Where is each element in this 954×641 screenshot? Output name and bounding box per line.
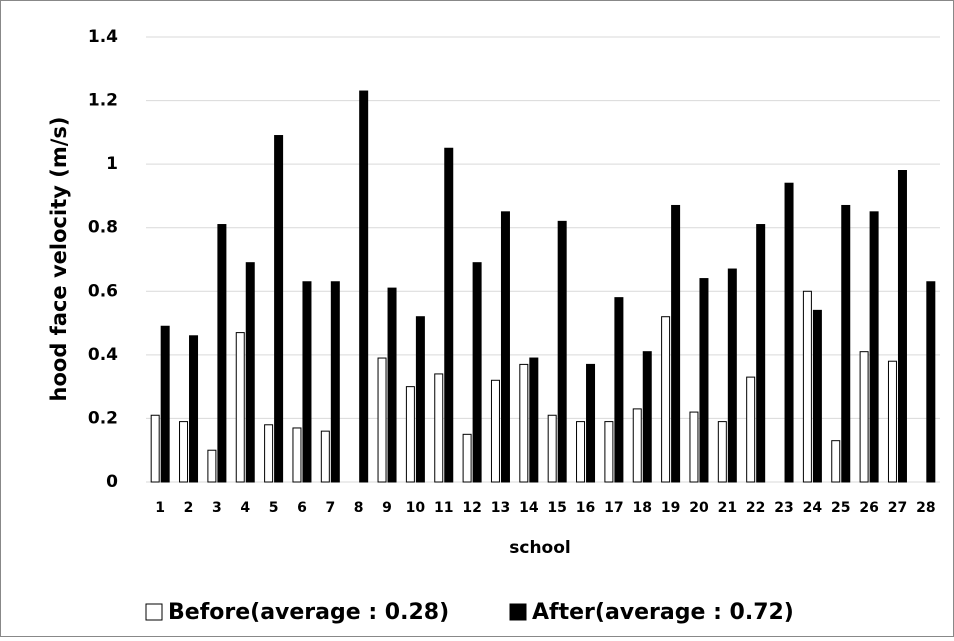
x-tick-label: 15 xyxy=(547,500,566,516)
bar xyxy=(189,335,199,483)
y-tick-label: 1.4 xyxy=(88,27,118,47)
x-tick-label: 28 xyxy=(916,500,935,516)
x-tick-label: 6 xyxy=(297,500,307,516)
x-tick-label: 27 xyxy=(888,500,907,516)
bar xyxy=(547,414,557,483)
bar xyxy=(462,433,472,483)
bar xyxy=(264,424,274,483)
legend-label: After(average : 0.72) xyxy=(532,600,794,625)
y-axis-label: hood face velocity (m/s) xyxy=(47,117,71,402)
x-tick-label: 25 xyxy=(831,500,850,516)
bar xyxy=(529,357,539,483)
bar xyxy=(576,421,586,483)
y-tick-label: 0.2 xyxy=(88,408,118,428)
x-tick-label: 13 xyxy=(491,500,510,516)
y-tick-label: 0.4 xyxy=(88,345,118,365)
bar xyxy=(812,309,822,483)
bar xyxy=(150,414,160,483)
bar xyxy=(887,360,897,483)
bar xyxy=(472,262,482,483)
bar xyxy=(841,204,851,483)
bar xyxy=(604,421,614,483)
x-tick-label: 7 xyxy=(325,500,335,516)
bar xyxy=(387,287,397,483)
bar xyxy=(330,281,340,483)
x-tick-label: 18 xyxy=(633,500,652,516)
bar xyxy=(217,224,227,483)
bar xyxy=(642,351,652,483)
x-tick-label: 4 xyxy=(240,500,250,516)
x-tick-label: 11 xyxy=(434,500,453,516)
x-tick-label: 21 xyxy=(718,500,737,516)
bar xyxy=(405,386,415,483)
bar xyxy=(746,376,756,483)
bar xyxy=(897,170,907,483)
bar xyxy=(207,449,217,483)
bar xyxy=(245,262,255,483)
bar xyxy=(727,268,737,483)
bar xyxy=(490,379,500,483)
x-tick-label: 14 xyxy=(519,500,539,516)
x-tick-label: 1 xyxy=(155,500,165,516)
x-tick-label: 24 xyxy=(803,500,823,516)
x-tick-label: 5 xyxy=(269,500,279,516)
x-tick-label: 23 xyxy=(774,500,793,516)
bar xyxy=(377,357,387,483)
y-tick-label: 0.6 xyxy=(88,281,118,301)
bar xyxy=(689,411,699,483)
bar xyxy=(557,220,567,483)
x-tick-label: 17 xyxy=(604,500,623,516)
legend-swatch xyxy=(509,603,527,621)
bar xyxy=(784,182,794,483)
x-tick-label: 9 xyxy=(382,500,392,516)
legend-label: Before(average : 0.28) xyxy=(168,600,449,625)
y-tick-label: 1.2 xyxy=(88,91,118,111)
x-tick-label: 19 xyxy=(661,500,680,516)
bar xyxy=(926,281,936,483)
x-tick-label: 2 xyxy=(184,500,194,516)
bar xyxy=(302,281,312,483)
bar xyxy=(320,430,330,483)
bar xyxy=(160,325,170,483)
x-axis-label: school xyxy=(509,538,570,558)
x-tick-label: 16 xyxy=(576,500,595,516)
bar xyxy=(632,408,642,483)
bar xyxy=(717,421,727,483)
bar xyxy=(415,316,425,483)
bar xyxy=(831,440,841,483)
bar xyxy=(614,297,624,483)
bar xyxy=(671,204,681,483)
bar xyxy=(869,211,879,483)
bar xyxy=(274,135,284,483)
y-tick-label: 1 xyxy=(106,154,118,174)
bar xyxy=(444,147,454,483)
x-tick-label: 22 xyxy=(746,500,765,516)
x-tick-label: 10 xyxy=(406,500,426,516)
bar xyxy=(756,224,766,483)
bar xyxy=(434,373,444,483)
bar xyxy=(802,290,812,483)
bar xyxy=(519,363,529,483)
bar xyxy=(699,278,709,483)
bar xyxy=(235,332,245,483)
x-tick-label: 8 xyxy=(354,500,364,516)
y-tick-label: 0 xyxy=(106,472,118,492)
bar xyxy=(500,211,510,483)
bar xyxy=(859,351,869,483)
bar xyxy=(292,427,302,483)
x-tick-label: 20 xyxy=(689,500,709,516)
bar xyxy=(359,90,369,483)
bar xyxy=(661,316,671,483)
legend-swatch xyxy=(145,603,163,621)
x-tick-label: 26 xyxy=(859,500,878,516)
x-tick-label: 12 xyxy=(462,500,481,516)
x-tick-label: 3 xyxy=(212,500,222,516)
y-tick-label: 0.8 xyxy=(88,218,118,238)
bar xyxy=(179,421,189,483)
bar xyxy=(586,363,596,483)
